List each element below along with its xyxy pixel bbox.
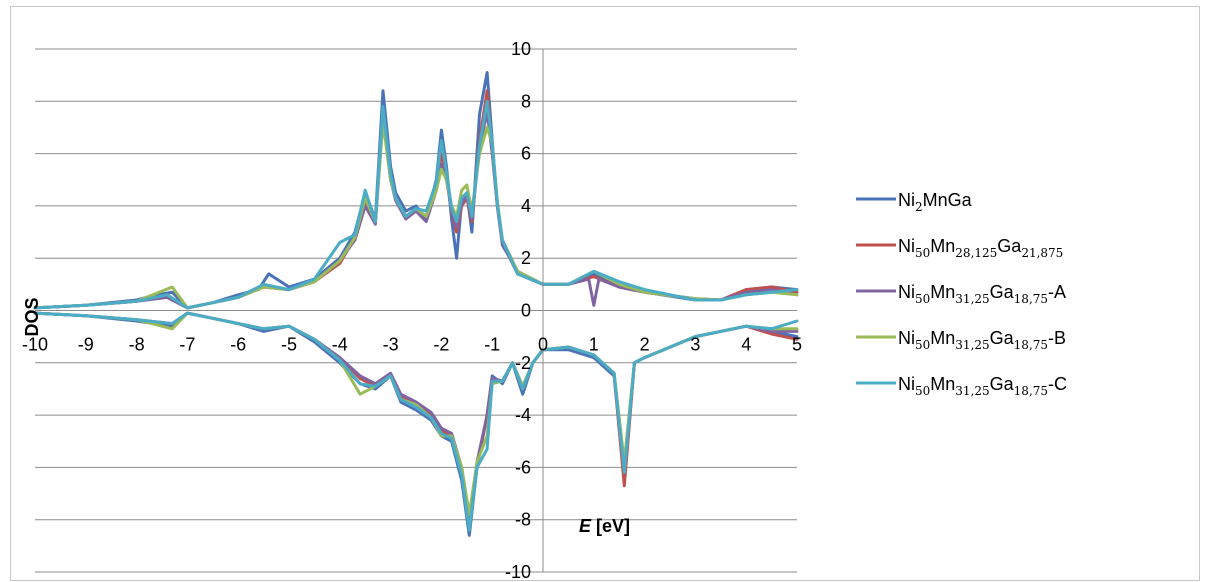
x-tick-label: -4 xyxy=(332,335,348,355)
series-line-3-down xyxy=(33,311,799,522)
y-tick-label: 4 xyxy=(521,196,531,216)
x-tick-label: -5 xyxy=(281,335,297,355)
legend: Ni2MnGa Ni50Mn28,125Ga21,875 Ni50Mn31,25Ga… xyxy=(856,190,1067,398)
x-tick-label: 5 xyxy=(792,335,802,355)
chart-frame: -10 -9 -8 -7 -6 -5 -4 -3 -2 -1 0 1 2 3 4 5 10 8 6 4 2 0 -2 -4 -6… xyxy=(10,6,1200,582)
series-line-5-up xyxy=(33,99,799,310)
x-tick-label: -2 xyxy=(433,335,449,355)
x-axis-title-unit: [eV] xyxy=(591,516,630,536)
y-axis-title: DOS xyxy=(22,297,42,336)
y-tick-label: 0 xyxy=(521,301,531,321)
gridlines xyxy=(35,48,797,573)
axes xyxy=(35,49,797,572)
series-line-2-down xyxy=(33,311,799,529)
x-tick-label: -8 xyxy=(129,335,145,355)
y-tick-label: 10 xyxy=(511,39,531,59)
legend-label-3: Ni50Mn31,25Ga18,75-A xyxy=(898,282,1066,306)
y-tick-label: -4 xyxy=(515,405,531,425)
x-tick-label: -10 xyxy=(22,335,48,355)
x-axis-title-variable: E xyxy=(579,516,592,536)
y-tick-label: 8 xyxy=(521,91,531,111)
series-line-2-up xyxy=(33,89,799,310)
y-tick-label: -10 xyxy=(505,562,531,582)
plot-series xyxy=(33,71,799,537)
x-tick-label: 4 xyxy=(741,335,751,355)
series-line-1-down xyxy=(33,311,799,537)
x-tick-label: 3 xyxy=(690,335,700,355)
y-tick-label: -6 xyxy=(515,457,531,477)
x-tick-label: 0 xyxy=(538,335,548,355)
x-tick-label: -6 xyxy=(230,335,246,355)
x-tick-label: 1 xyxy=(589,335,599,355)
x-tick-label: 2 xyxy=(640,335,650,355)
legend-label-1: Ni2MnGa xyxy=(898,190,973,214)
x-tick-label: -1 xyxy=(484,335,500,355)
y-tick-label: 6 xyxy=(521,144,531,164)
series-line-4-up xyxy=(33,120,799,310)
x-axis-title: E [eV] xyxy=(579,516,630,536)
series-line-5-down xyxy=(33,311,799,532)
dos-chart: -10 -9 -8 -7 -6 -5 -4 -3 -2 -1 0 1 2 3 4 51086420-2-4-6… xyxy=(22,39,1067,582)
x-tick-label: -7 xyxy=(179,335,195,355)
y-tick-label: -8 xyxy=(515,510,531,530)
x-tick-label: -9 xyxy=(78,335,94,355)
x-tick-label: -3 xyxy=(383,335,399,355)
legend-label-2: Ni50Mn28,125Ga21,875 xyxy=(898,236,1063,260)
y-tick-label: -2 xyxy=(515,353,531,373)
series-line-1-up xyxy=(33,71,799,310)
y-tick-label: 2 xyxy=(521,248,531,268)
legend-label-4: Ni50Mn31,25Ga18,75-B xyxy=(898,328,1066,352)
legend-label-5: Ni50Mn31,25Ga18,75-C xyxy=(898,374,1067,398)
